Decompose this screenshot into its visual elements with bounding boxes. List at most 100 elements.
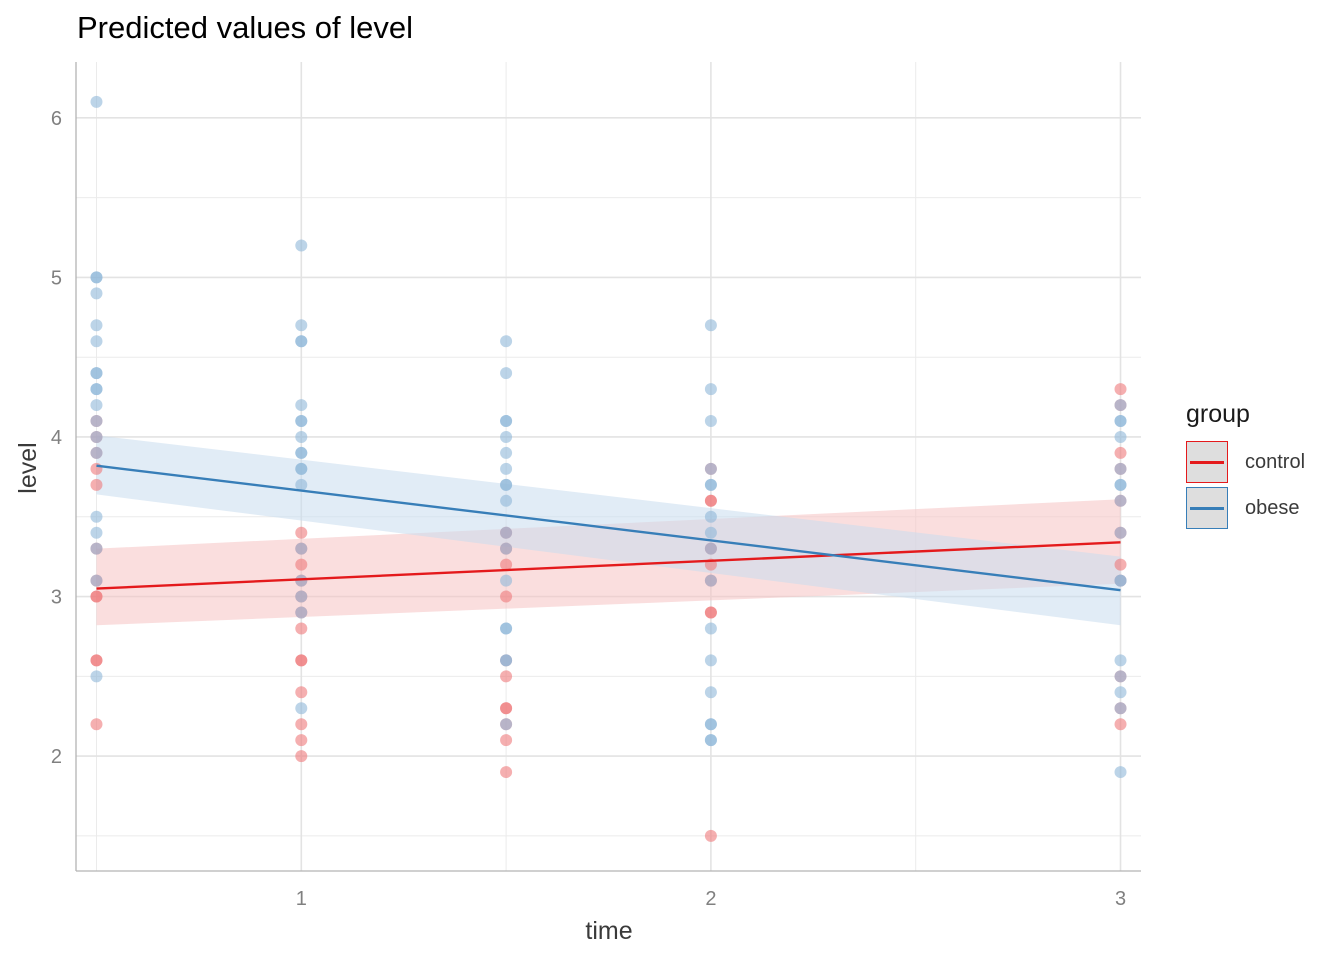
data-point-obese [1114, 478, 1127, 491]
data-point-obese [704, 510, 717, 523]
legend-label-obese: obese [1245, 496, 1300, 519]
data-point-obese [500, 654, 513, 667]
regression-lines [96, 464, 1121, 592]
data-point-control [500, 734, 513, 747]
data-point-obese [90, 526, 103, 539]
data-point-obese [704, 478, 717, 491]
data-point-obese [295, 415, 308, 428]
data-point-control [1114, 558, 1127, 571]
data-point-control [1114, 718, 1127, 731]
data-point-obese [704, 622, 717, 635]
y-axis-title: level [14, 442, 42, 493]
data-point-obese [1114, 670, 1127, 683]
data-point-obese [704, 574, 717, 587]
data-point-obese [1114, 702, 1127, 715]
data-point-obese [704, 526, 717, 539]
data-point-control [500, 590, 513, 603]
data-point-obese [295, 446, 308, 459]
regression-line-obese [96, 464, 1121, 592]
data-point-obese [704, 686, 717, 699]
data-point-obese [90, 670, 103, 683]
data-point-control [704, 494, 717, 507]
data-points [90, 95, 1127, 842]
data-point-obese [90, 383, 103, 396]
x-tick-label: 3 [1115, 888, 1126, 910]
legend: group control obese [1186, 400, 1305, 531]
data-point-obese [1114, 766, 1127, 779]
legend-label-control: control [1245, 450, 1306, 473]
data-point-obese [500, 367, 513, 380]
data-point-control [704, 829, 717, 842]
data-point-obese [295, 430, 308, 443]
data-point-obese [295, 590, 308, 603]
legend-title: group [1186, 400, 1250, 428]
data-point-obese [500, 446, 513, 459]
data-point-control [295, 734, 308, 747]
data-point-control [90, 654, 103, 667]
data-point-obese [295, 702, 308, 715]
data-point-obese [500, 622, 513, 635]
data-point-obese [1114, 415, 1127, 428]
data-point-obese [500, 335, 513, 348]
data-point-obese [1114, 462, 1127, 475]
data-point-obese [500, 526, 513, 539]
data-point-obese [704, 383, 717, 396]
data-point-control [500, 702, 513, 715]
data-point-obese [704, 654, 717, 667]
data-point-obese [500, 494, 513, 507]
data-point-control [90, 462, 103, 475]
data-point-obese [704, 415, 717, 428]
confidence-band-obese [96, 435, 1121, 626]
data-point-obese [295, 319, 308, 332]
data-point-obese [90, 95, 103, 108]
data-point-obese [295, 478, 308, 491]
data-point-control [500, 670, 513, 683]
data-point-obese [90, 399, 103, 412]
data-point-control [1114, 446, 1127, 459]
data-point-obese [1114, 574, 1127, 587]
legend-item-obese: obese [1186, 485, 1305, 531]
legend-key-obese [1186, 487, 1228, 529]
data-point-obese [500, 462, 513, 475]
confidence-bands [96, 435, 1121, 626]
data-point-control [704, 606, 717, 619]
data-point-obese [295, 239, 308, 252]
data-point-control [500, 558, 513, 571]
data-point-obese [90, 510, 103, 523]
data-point-control [295, 526, 308, 539]
data-point-obese [90, 415, 103, 428]
data-point-obese [704, 734, 717, 747]
y-tick-label: 4 [51, 427, 62, 449]
x-tick-label: 1 [296, 888, 307, 910]
data-point-obese [704, 462, 717, 475]
data-point-obese [90, 335, 103, 348]
data-point-control [295, 654, 308, 667]
data-point-control [90, 478, 103, 491]
data-point-obese [1114, 430, 1127, 443]
legend-key-control [1186, 441, 1228, 483]
data-point-control [295, 622, 308, 635]
data-point-control [1114, 383, 1127, 396]
data-point-obese [1114, 494, 1127, 507]
y-tick-label: 3 [51, 587, 62, 609]
data-point-obese [500, 574, 513, 587]
regression-line-control [96, 541, 1121, 590]
data-point-obese [295, 574, 308, 587]
data-point-obese [295, 462, 308, 475]
x-axis-title: time [585, 917, 632, 945]
data-point-obese [90, 287, 103, 300]
data-point-obese [500, 430, 513, 443]
axes [75, 62, 1141, 872]
data-point-obese [295, 542, 308, 555]
data-point-control [90, 718, 103, 731]
data-point-control [90, 590, 103, 603]
data-point-obese [90, 542, 103, 555]
legend-item-control: control [1186, 439, 1305, 485]
data-point-obese [1114, 654, 1127, 667]
data-point-obese [90, 319, 103, 332]
data-point-obese [704, 718, 717, 731]
data-point-obese [90, 446, 103, 459]
tick-labels: 1 2 3 2 3 4 5 6 [51, 108, 1126, 910]
data-point-obese [500, 718, 513, 731]
